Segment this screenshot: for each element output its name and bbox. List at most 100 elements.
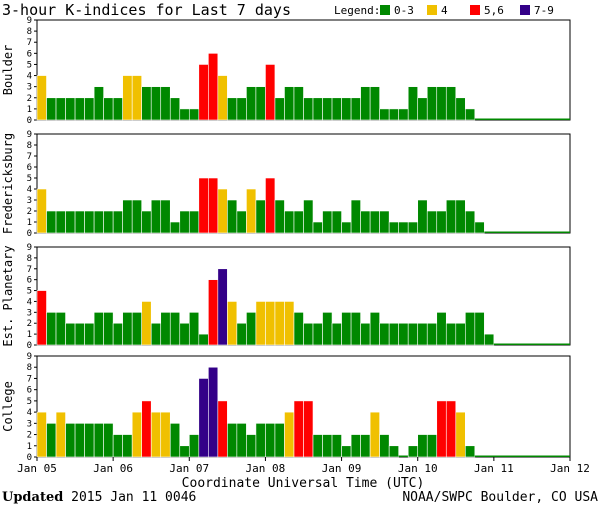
y-tick-label: 8	[27, 141, 32, 151]
y-tick-label: 7	[27, 374, 32, 384]
x-axis: Jan 05 Jan 06 Jan 07 Jan 08 Jan 09 Jan 10 Jan …	[17, 457, 590, 475]
k-bar	[455, 411, 466, 458]
k-bar	[445, 322, 457, 346]
k-bar	[112, 322, 123, 346]
k-bar	[160, 199, 171, 234]
k-bar	[293, 86, 304, 121]
k-bar	[474, 221, 485, 234]
k-bar	[93, 86, 104, 121]
y-tick-label: 3	[27, 196, 32, 206]
k-bar	[341, 312, 352, 346]
k-bar	[360, 86, 371, 121]
k-bar	[169, 312, 181, 346]
y-tick-label: 0	[27, 116, 32, 126]
y-tick-label: 3	[27, 308, 32, 318]
k-bar	[455, 199, 466, 234]
k-bar	[208, 177, 219, 234]
k-bar	[131, 411, 142, 458]
x-tick-label: Jan 12	[550, 462, 590, 475]
panel-label: Est. Planetary	[1, 245, 15, 346]
empty-baseline	[493, 343, 570, 345]
source-footer: NOAA/SWPC Boulder, CO USA	[402, 490, 598, 505]
k-bar	[179, 322, 190, 346]
k-bar	[93, 312, 104, 346]
y-tick-label: 8	[27, 27, 32, 37]
k-bar	[322, 312, 333, 346]
k-bar	[274, 301, 285, 346]
k-bar	[293, 312, 304, 346]
k-bar	[169, 221, 181, 234]
legend: Legend: 0-3 4 5,6 7-9	[334, 4, 554, 17]
legend-item-2: 5,6	[484, 4, 504, 17]
y-tick-label: 6	[27, 49, 32, 59]
k-bar	[160, 411, 171, 458]
k-bar	[284, 301, 295, 346]
y-tick-label: 4	[27, 185, 32, 195]
k-bar	[236, 423, 247, 458]
y-tick-label: 5	[27, 60, 32, 70]
k-bar	[236, 97, 247, 121]
k-bar	[74, 322, 85, 346]
k-bar	[112, 210, 123, 234]
y-tick-label: 1	[27, 330, 32, 340]
k-bar	[227, 97, 238, 121]
k-bar	[436, 210, 447, 234]
y-tick-label: 3	[27, 419, 32, 429]
k-bar	[407, 322, 419, 346]
k-bar	[36, 411, 47, 458]
k-bar	[93, 423, 104, 458]
panel-label: Boulder	[1, 45, 15, 96]
k-bar	[331, 322, 342, 346]
k-bar	[312, 97, 323, 121]
k-bar	[379, 322, 390, 346]
k-bar	[198, 64, 209, 121]
k-bar	[274, 423, 285, 458]
k-bar	[265, 423, 276, 458]
k-bar	[179, 210, 190, 234]
k-bar	[236, 210, 247, 234]
k-bar	[303, 322, 314, 346]
k-bar	[55, 312, 66, 346]
k-bar	[103, 97, 114, 121]
k-bar	[93, 210, 104, 234]
k-bar	[274, 97, 285, 121]
k-bar	[388, 445, 399, 458]
y-tick-label: 2	[27, 431, 32, 441]
y-tick-label: 6	[27, 276, 32, 286]
x-tick-label: Jan 11	[474, 462, 514, 475]
k-bar	[122, 312, 133, 346]
k-bar	[350, 312, 361, 346]
k-bar	[65, 97, 76, 121]
y-tick-label: 2	[27, 319, 32, 329]
k-bar	[84, 210, 95, 234]
y-tick-label: 0	[27, 229, 32, 239]
y-tick-label: 8	[27, 254, 32, 264]
k-bar	[227, 423, 238, 458]
k-bar	[407, 86, 419, 121]
k-bar	[465, 312, 476, 346]
k-bar	[65, 210, 76, 234]
k-bar	[436, 86, 447, 121]
empty-baseline	[474, 455, 570, 457]
k-bar	[112, 434, 123, 458]
y-tick-label: 4	[27, 297, 32, 307]
y-tick-label: 1	[27, 442, 32, 452]
k-bar	[169, 97, 181, 121]
k-bar	[188, 210, 200, 234]
k-bar	[46, 210, 57, 234]
k-bar	[398, 322, 409, 346]
k-bar	[255, 423, 266, 458]
k-bar	[255, 199, 266, 234]
panels: 0123456789Boulder0123456789Fredericksbur…	[1, 16, 571, 463]
k-bar	[74, 97, 85, 121]
k-bar	[341, 445, 352, 458]
k-bar	[417, 199, 428, 234]
k-bar	[331, 97, 342, 121]
chart-title: 3-hour K-indices for Last 7 days	[2, 1, 291, 19]
empty-baseline	[474, 118, 570, 120]
k-bar	[74, 210, 85, 234]
k-bar	[331, 210, 342, 234]
y-tick-label: 1	[27, 218, 32, 228]
updated-footer: Updated 2015 Jan 11 0046	[2, 490, 196, 505]
